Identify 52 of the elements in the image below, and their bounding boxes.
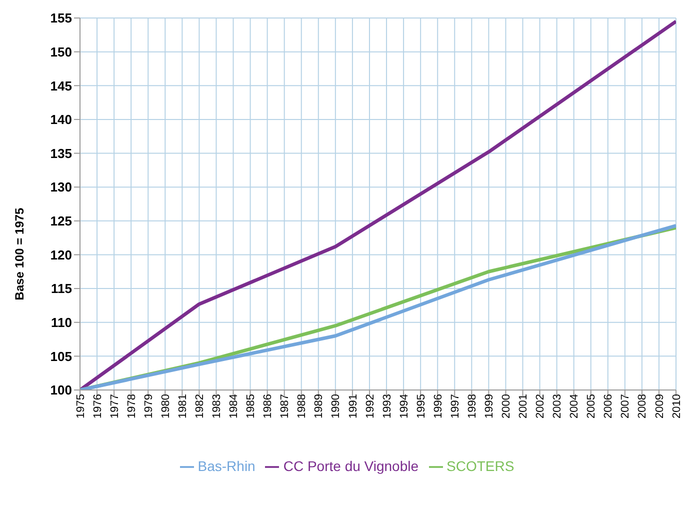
legend-label: Bas-Rhin	[198, 458, 256, 474]
x-tick-label: 1979	[142, 394, 155, 418]
x-tick-label: 1977	[108, 394, 121, 418]
x-tick-label: 2001	[518, 394, 530, 418]
y-tick-label: 100	[50, 382, 72, 398]
y-tick-label: 115	[51, 281, 72, 296]
x-tick-label: 2007	[620, 394, 632, 418]
x-tick-label: 2002	[534, 394, 547, 418]
x-tick-label: 2000	[500, 394, 513, 418]
x-tick-label: 1985	[245, 394, 258, 418]
x-tick-label: 1975	[74, 394, 87, 418]
x-tick-label: 1981	[176, 394, 189, 418]
y-tick-label: 130	[50, 180, 72, 195]
x-tick-label: 2006	[602, 394, 615, 418]
x-tick-label: 1978	[126, 394, 138, 418]
y-tick-label: 105	[50, 348, 72, 364]
x-tick-label: 2004	[568, 394, 581, 418]
x-tick-label: 1986	[262, 394, 274, 418]
x-tick-label: 1976	[92, 394, 104, 418]
x-tick-label: 1994	[398, 394, 410, 418]
x-tick-label: 1987	[279, 394, 292, 418]
y-tick-label: 120	[50, 247, 72, 262]
x-tick-label: 1988	[296, 394, 308, 418]
x-tick-label: 2010	[670, 394, 683, 418]
x-tick-label: 1993	[381, 394, 394, 418]
x-tick-label: 1982	[194, 394, 206, 418]
x-tick-label: 1996	[432, 394, 444, 418]
x-tick-label: 2009	[654, 394, 666, 418]
y-axis-title: Base 100 = 1975	[12, 207, 26, 300]
legend-label: SCOTERS	[446, 458, 514, 474]
x-tick-label: 2003	[552, 394, 564, 418]
x-tick-label: 1992	[364, 394, 376, 418]
y-tick-label: 155	[50, 10, 72, 26]
x-tick-label: 1990	[330, 394, 342, 418]
y-tick-label: 140	[50, 112, 72, 128]
x-tick-label: 1999	[483, 394, 496, 418]
legend-label: CC Porte du Vignoble	[283, 458, 419, 474]
x-tick-label: 1980	[160, 394, 172, 418]
x-tick-label: 1991	[347, 394, 360, 418]
x-tick-label: 1997	[449, 394, 462, 418]
x-tick-label: 1984	[228, 394, 240, 418]
y-tick-label: 135	[50, 146, 72, 161]
x-tick-label: 1983	[211, 394, 224, 418]
x-tick-label: 2005	[586, 394, 598, 418]
y-tick-label: 145	[50, 78, 72, 94]
x-tick-label: 1989	[313, 394, 326, 418]
y-tick-label: 125	[50, 214, 72, 229]
x-tick-label: 1995	[415, 394, 428, 418]
x-tick-label: 1998	[466, 394, 478, 418]
x-tick-label: 2008	[636, 394, 649, 418]
y-tick-label: 110	[51, 314, 72, 330]
y-tick-label: 150	[50, 44, 72, 60]
